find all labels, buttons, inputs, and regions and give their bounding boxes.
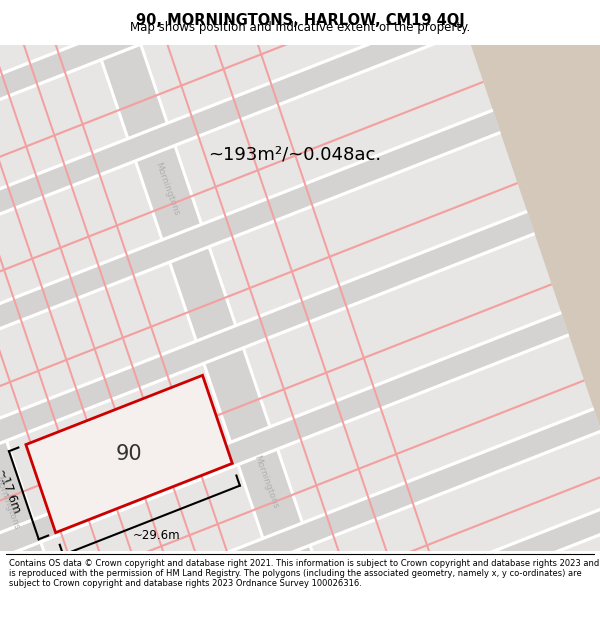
Polygon shape — [0, 0, 80, 625]
Polygon shape — [0, 110, 500, 464]
Polygon shape — [0, 0, 162, 625]
Text: Contains OS data © Crown copyright and database right 2021. This information is : Contains OS data © Crown copyright and d… — [9, 559, 599, 588]
Polygon shape — [0, 0, 432, 262]
Text: ~29.6m: ~29.6m — [133, 529, 181, 542]
Polygon shape — [45, 0, 424, 625]
Text: Map shows position and indicative extent of the property.: Map shows position and indicative extent… — [130, 21, 470, 34]
Polygon shape — [0, 0, 240, 625]
Polygon shape — [88, 0, 466, 625]
Polygon shape — [0, 8, 459, 342]
Polygon shape — [0, 0, 391, 139]
Polygon shape — [0, 0, 433, 263]
Polygon shape — [0, 0, 361, 625]
Polygon shape — [0, 0, 34, 625]
Polygon shape — [0, 409, 600, 625]
Polygon shape — [0, 379, 584, 625]
Polygon shape — [0, 311, 562, 625]
Polygon shape — [125, 0, 503, 625]
Polygon shape — [0, 0, 268, 625]
Polygon shape — [26, 376, 232, 532]
Polygon shape — [0, 182, 518, 516]
Polygon shape — [0, 312, 569, 625]
Text: Morningtons: Morningtons — [253, 454, 280, 510]
Polygon shape — [0, 589, 600, 625]
Polygon shape — [0, 0, 296, 625]
Polygon shape — [0, 0, 399, 625]
Polygon shape — [0, 500, 600, 625]
Polygon shape — [0, 0, 325, 625]
Text: ~193m²/~0.048ac.: ~193m²/~0.048ac. — [208, 146, 382, 164]
Polygon shape — [0, 109, 493, 443]
Polygon shape — [0, 81, 484, 414]
Polygon shape — [23, 0, 600, 625]
Text: Morningtons: Morningtons — [153, 161, 181, 217]
Text: 90, MORNINGTONS, HARLOW, CM19 4QJ: 90, MORNINGTONS, HARLOW, CM19 4QJ — [136, 12, 464, 28]
Polygon shape — [0, 0, 359, 625]
Text: 90: 90 — [116, 444, 142, 464]
Polygon shape — [0, 30, 467, 364]
Polygon shape — [0, 521, 600, 625]
Polygon shape — [390, 45, 600, 551]
Polygon shape — [0, 9, 466, 362]
Text: ~17.6m: ~17.6m — [0, 468, 22, 517]
Polygon shape — [0, 211, 535, 565]
Polygon shape — [0, 429, 600, 625]
Polygon shape — [0, 0, 184, 625]
Polygon shape — [0, 0, 128, 625]
Polygon shape — [0, 498, 600, 625]
Polygon shape — [0, 0, 164, 625]
Polygon shape — [0, 0, 212, 625]
Polygon shape — [0, 471, 600, 625]
Polygon shape — [0, 0, 398, 161]
Polygon shape — [0, 232, 535, 567]
Polygon shape — [0, 333, 569, 625]
Polygon shape — [21, 0, 400, 625]
Polygon shape — [0, 591, 600, 625]
Polygon shape — [0, 612, 600, 625]
Polygon shape — [0, 0, 127, 625]
Polygon shape — [0, 567, 600, 625]
Polygon shape — [0, 0, 449, 313]
Polygon shape — [0, 408, 594, 625]
Polygon shape — [0, 0, 398, 162]
Polygon shape — [0, 0, 425, 241]
Polygon shape — [0, 131, 501, 466]
Polygon shape — [0, 283, 552, 617]
Text: Morningtons: Morningtons — [0, 476, 21, 531]
Polygon shape — [0, 210, 527, 544]
